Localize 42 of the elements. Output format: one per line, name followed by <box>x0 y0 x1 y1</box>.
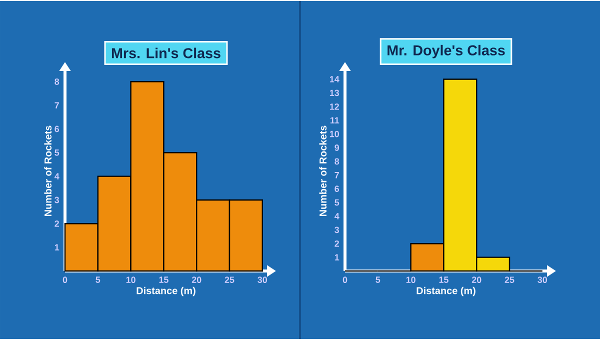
x-tick-label: 10 <box>406 276 416 283</box>
x-axis-title: Distance (m) <box>416 286 476 296</box>
x-tick-label: 15 <box>439 276 448 283</box>
x-tick-label: 0 <box>62 276 68 283</box>
y-tick-label: 2 <box>54 220 59 227</box>
y-tick-label: 4 <box>54 173 60 180</box>
y-tick-label: 12 <box>330 103 339 110</box>
y-tick-label: 10 <box>330 130 339 138</box>
x-tick-label: 30 <box>258 276 268 283</box>
x-tick-label: 20 <box>192 276 202 283</box>
y-tick-label: 11 <box>330 117 340 124</box>
y-tick-label: 13 <box>330 90 340 96</box>
y-tick-label: 7 <box>54 102 59 108</box>
y-tick-label: 1 <box>54 244 60 250</box>
x-tick-label: 10 <box>126 276 136 283</box>
y-axis-title: Number of Rockets <box>319 126 327 216</box>
chart-title: Mr. Doyle's Class <box>388 44 505 58</box>
y-tick-label: 1 <box>334 254 340 260</box>
x-tick-label: 20 <box>472 276 482 283</box>
y-tick-label: 3 <box>334 226 340 234</box>
y-axis-title: Number of Rockets <box>44 126 52 216</box>
x-tick-label: 25 <box>504 276 514 283</box>
x-tick-label: 5 <box>376 276 380 283</box>
y-tick-label: 5 <box>54 150 60 156</box>
y-tick-label: 6 <box>334 186 340 192</box>
x-tick-label: 0 <box>342 276 348 283</box>
x-tick-label: 15 <box>159 276 168 283</box>
y-tick-label: 6 <box>54 126 60 132</box>
chart-title: Mrs. Lin's Class <box>112 48 220 58</box>
x-tick-label: 5 <box>96 276 100 283</box>
x-tick-label: 30 <box>538 276 548 283</box>
y-tick-label: 14 <box>330 76 340 82</box>
x-tick-label: 25 <box>224 276 234 283</box>
x-axis-title: Distance (m) <box>136 286 196 296</box>
y-tick-label: 7 <box>334 172 339 178</box>
y-tick-label: 4 <box>334 213 340 220</box>
y-tick-label: 2 <box>334 240 339 247</box>
y-tick-label: 8 <box>334 158 340 165</box>
y-tick-label: 8 <box>54 78 60 85</box>
y-tick-label: 9 <box>334 144 340 151</box>
y-tick-label: 3 <box>54 196 60 204</box>
y-tick-label: 5 <box>334 199 340 206</box>
